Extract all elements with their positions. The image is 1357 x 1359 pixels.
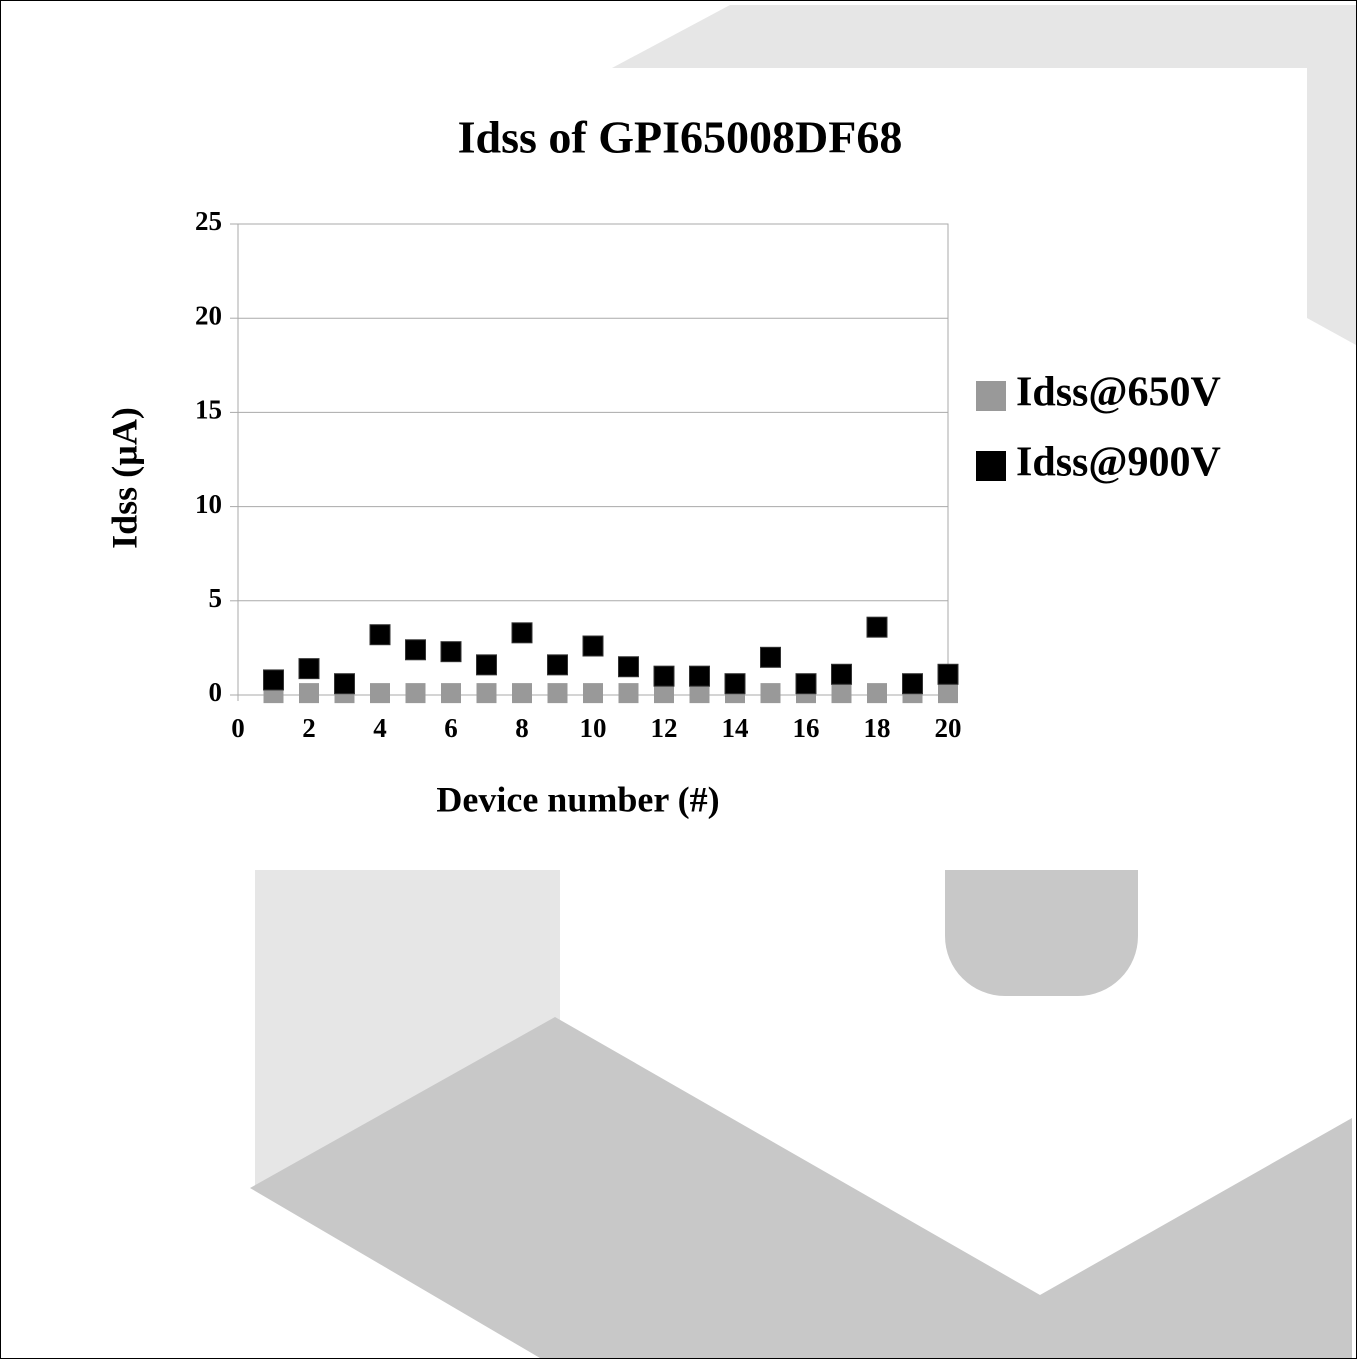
data-point — [902, 673, 923, 695]
y-tick-label: 10 — [195, 489, 222, 519]
data-point — [405, 639, 426, 661]
x-tick-label: 8 — [515, 713, 529, 743]
data-point — [334, 673, 355, 695]
x-tick-label: 12 — [651, 713, 678, 743]
data-point — [795, 673, 817, 695]
data-point — [938, 683, 958, 704]
y-tick-label: 5 — [209, 583, 223, 613]
data-point — [511, 622, 533, 644]
data-point — [299, 683, 319, 704]
x-axis-label: Device number (#) — [436, 779, 719, 819]
background-shape — [612, 5, 1356, 345]
data-point — [653, 665, 675, 687]
data-point — [689, 665, 710, 687]
x-tick-label: 20 — [935, 713, 962, 743]
data-point — [866, 616, 888, 638]
x-tick-label: 10 — [580, 713, 607, 743]
x-tick-label: 16 — [793, 713, 820, 743]
background-shape — [250, 1017, 1352, 1358]
data-point — [583, 683, 603, 704]
x-tick-label: 14 — [722, 713, 749, 743]
data-point — [476, 654, 497, 676]
x-tick-label: 4 — [373, 713, 387, 743]
plot-area — [237, 223, 949, 696]
data-point — [760, 683, 781, 704]
data-point — [298, 658, 320, 680]
y-tick-label: 25 — [195, 206, 222, 236]
data-point — [689, 683, 710, 704]
legend-swatch — [976, 451, 1006, 481]
data-point — [369, 624, 391, 646]
data-point — [867, 683, 887, 704]
data-point — [937, 663, 959, 685]
x-tick-label: 2 — [302, 713, 316, 743]
legend-label: Idss@650V — [1016, 370, 1221, 416]
data-point — [618, 683, 639, 704]
data-point — [441, 683, 461, 704]
data-point — [547, 683, 568, 704]
data-point — [263, 669, 284, 691]
background-shape — [945, 870, 1138, 996]
y-tick-label: 15 — [195, 395, 222, 425]
x-tick-label: 0 — [231, 713, 245, 743]
data-point — [547, 654, 568, 676]
data-point — [512, 683, 532, 704]
y-axis-label: Idss (µA) — [104, 407, 144, 549]
legend-label: Idss@900V — [1016, 440, 1221, 486]
data-point — [760, 646, 781, 668]
x-tick-label: 18 — [864, 713, 891, 743]
data-point — [831, 663, 852, 685]
y-tick-label: 20 — [195, 300, 222, 330]
data-point — [831, 683, 852, 704]
y-tick-label: 0 — [209, 677, 223, 707]
data-point — [405, 683, 426, 704]
chart-title: Idss of GPI65008DF68 — [458, 112, 903, 163]
data-point — [440, 641, 462, 663]
data-point — [654, 683, 674, 704]
data-point — [618, 656, 639, 678]
legend-swatch — [976, 381, 1006, 411]
data-point — [476, 683, 497, 704]
data-point — [724, 673, 746, 695]
data-point — [370, 683, 390, 704]
x-tick-label: 6 — [444, 713, 458, 743]
data-point — [582, 635, 604, 657]
